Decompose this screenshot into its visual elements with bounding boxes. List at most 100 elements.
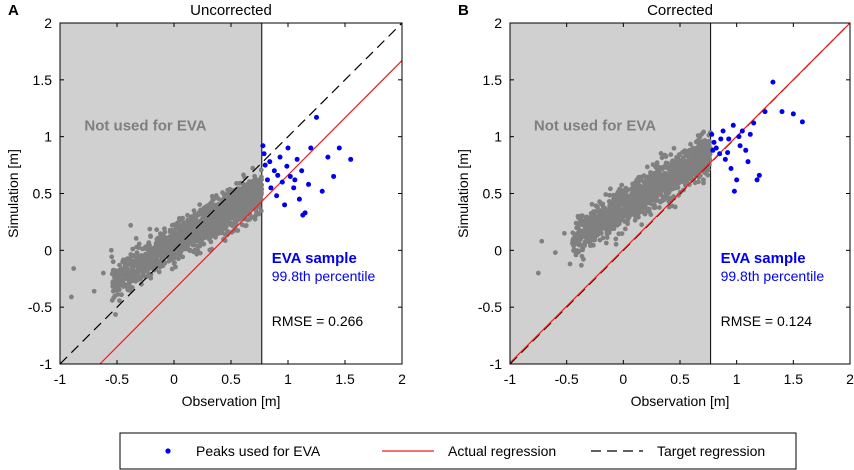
scatter-point: [674, 175, 680, 181]
scatter-point: [641, 173, 647, 179]
scatter-point: [202, 217, 208, 223]
scatter-point: [222, 232, 228, 237]
peak-point: [736, 134, 742, 140]
scatter-point: [705, 148, 711, 154]
scatter-point: [648, 212, 654, 218]
scatter-point: [220, 190, 226, 196]
peak-point: [762, 109, 768, 115]
peak-point: [299, 168, 305, 174]
scatter-point: [153, 240, 159, 246]
scatter-point: [108, 247, 114, 253]
eva-percentile-label: 99.8th percentile: [721, 268, 825, 284]
scatter-point: [208, 221, 214, 227]
scatter-point: [211, 204, 217, 209]
peak-point: [325, 154, 331, 160]
scatter-point: [232, 219, 238, 225]
scatter-point: [154, 253, 160, 259]
scatter-point: [700, 139, 706, 145]
scatter-point: [191, 238, 197, 244]
peak-point: [779, 109, 785, 115]
scatter-point: [589, 237, 595, 243]
scatter-point: [166, 242, 172, 247]
scatter-point: [699, 164, 705, 170]
scatter-point: [644, 164, 650, 170]
scatter-point: [653, 197, 658, 203]
scatter-point: [134, 250, 140, 256]
peak-point: [728, 165, 734, 171]
scatter-point: [166, 258, 172, 264]
scatter-point: [249, 190, 255, 196]
scatter-point: [701, 180, 706, 186]
x-axis-label: Observation [m]: [182, 393, 281, 409]
scatter-point: [247, 206, 253, 212]
scatter-point: [682, 148, 688, 154]
scatter-point: [597, 208, 603, 214]
scatter-bulk: [69, 165, 265, 317]
scatter-point: [229, 201, 235, 206]
legend-actual-label: Actual regression: [448, 443, 556, 459]
scatter-point: [175, 220, 180, 226]
scatter-point: [199, 235, 205, 241]
x-tick-label: 1.5: [784, 371, 804, 387]
peak-point: [308, 145, 314, 151]
scatter-point: [591, 242, 596, 248]
target-regression-line: [60, 23, 402, 364]
scatter-point: [148, 272, 154, 277]
scatter-point: [119, 278, 124, 284]
scatter-point: [668, 186, 674, 192]
peak-point: [285, 145, 291, 151]
scatter-point: [213, 234, 218, 240]
scatter-point: [109, 254, 115, 260]
y-tick-label: 2: [494, 15, 502, 31]
scatter-point: [692, 150, 697, 156]
scatter-point: [646, 194, 652, 200]
scatter-point: [699, 144, 705, 150]
x-tick-label: -1: [54, 371, 67, 387]
x-tick-label: 0.5: [670, 371, 690, 387]
scatter-point: [153, 245, 159, 251]
scatter-point: [589, 201, 595, 207]
y-tick-label: -0.5: [478, 299, 502, 315]
scatter-point: [236, 188, 242, 194]
scatter-point: [676, 153, 682, 159]
scatter-point: [216, 215, 221, 221]
peak-point: [770, 79, 776, 85]
scatter-point: [638, 191, 643, 197]
regression-lines: [60, 23, 402, 364]
scatter-point: [185, 217, 191, 223]
scatter-point: [608, 204, 614, 210]
scatter-point: [237, 200, 243, 206]
y-tick-label: 0: [494, 242, 502, 258]
scatter-point: [592, 223, 598, 228]
scatter-point: [172, 234, 178, 240]
scatter-point: [199, 209, 205, 214]
scatter-point: [138, 253, 144, 259]
panel-label: B: [458, 2, 469, 19]
scatter-point: [176, 231, 182, 237]
peak-point: [720, 128, 726, 134]
peak-point: [282, 202, 288, 208]
scatter-point: [696, 179, 701, 185]
scatter-point: [619, 231, 625, 237]
scatter-point: [604, 235, 610, 241]
peak-point: [274, 193, 280, 199]
scatter-point: [617, 215, 622, 221]
scatter-point: [156, 261, 162, 267]
peak-point: [284, 163, 290, 169]
scatter-point: [100, 270, 106, 276]
scatter-point: [637, 174, 643, 180]
scatter-point: [235, 228, 241, 233]
x-tick-label: 0: [170, 371, 178, 387]
peak-point: [336, 145, 342, 151]
actual-regression-line: [510, 23, 850, 364]
scatter-point: [230, 223, 236, 229]
scatter-point: [571, 248, 576, 254]
rmse-label: RMSE = 0.266: [272, 313, 364, 329]
scatter-point: [597, 219, 603, 224]
scatter-point: [120, 259, 126, 265]
scatter-point: [652, 202, 657, 208]
peak-point: [277, 154, 283, 160]
scatter-point: [608, 221, 613, 226]
peak-point: [725, 150, 731, 156]
scatter-point: [193, 217, 199, 223]
